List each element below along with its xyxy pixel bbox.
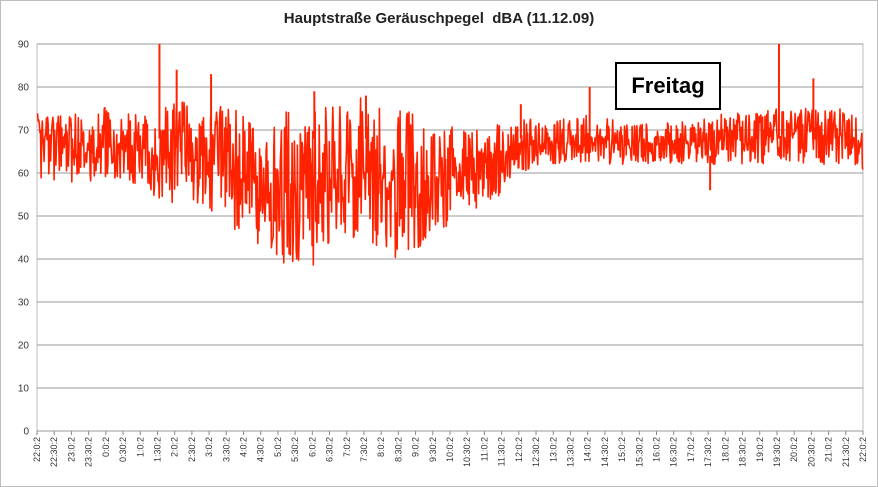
annotation-text: Freitag — [631, 73, 705, 98]
x-tick-label: 15:0:2 — [617, 437, 627, 462]
x-tick-label: 10:30:2 — [462, 437, 472, 467]
x-tick-label: 13:0:2 — [548, 437, 558, 462]
y-tick-label: 90 — [18, 40, 30, 51]
x-tick-label: 0:30:2 — [118, 437, 128, 462]
x-tick-label: 23:0:2 — [66, 437, 76, 462]
x-tick-label: 8:30:2 — [393, 437, 403, 462]
y-tick-label: 80 — [18, 83, 30, 94]
x-tick-label: 5:0:2 — [273, 437, 283, 457]
x-tick-label: 9:0:2 — [411, 437, 421, 457]
x-tick-label: 23:30:2 — [84, 437, 94, 467]
y-tick-label: 50 — [18, 212, 30, 223]
x-tick-label: 17:0:2 — [686, 437, 696, 462]
y-tick-label: 70 — [18, 126, 30, 137]
x-tick-label: 2:0:2 — [170, 437, 180, 457]
y-tick-label: 10 — [18, 384, 30, 395]
chart-title: Hauptstraße Geräuschpegel dBA (11.12.09) — [283, 10, 595, 27]
x-tick-label: 15:30:2 — [634, 437, 644, 467]
x-tick-label: 8:0:2 — [376, 437, 386, 457]
x-tick-label: 14:30:2 — [600, 437, 610, 467]
x-tick-label: 6:0:2 — [307, 437, 317, 457]
x-tick-label: 20:30:2 — [806, 437, 816, 467]
x-tick-label: 2:30:2 — [187, 437, 197, 462]
x-tick-label: 17:30:2 — [703, 437, 713, 467]
x-tick-label: 18:0:2 — [720, 437, 730, 462]
x-tick-label: 22:30:2 — [49, 437, 59, 467]
x-tick-label: 12:30:2 — [531, 437, 541, 467]
x-tick-label: 3:0:2 — [204, 437, 214, 457]
x-tick-label: 6:30:2 — [325, 437, 335, 462]
x-tick-label: 0:0:2 — [101, 437, 111, 457]
x-tick-label: 7:30:2 — [359, 437, 369, 462]
y-tick-label: 20 — [18, 341, 30, 352]
x-tick-label: 21:30:2 — [841, 437, 851, 467]
x-tick-label: 14:0:2 — [583, 437, 593, 462]
x-tick-label: 20:0:2 — [789, 437, 799, 462]
x-tick-label: 11:0:2 — [479, 437, 489, 461]
x-tick-label: 21:0:2 — [824, 437, 834, 462]
x-tick-label: 12:0:2 — [514, 437, 524, 462]
x-tick-label: 3:30:2 — [221, 437, 231, 462]
x-tick-label: 10:0:2 — [445, 437, 455, 462]
y-tick-label: 40 — [18, 255, 30, 266]
x-tick-label: 5:30:2 — [290, 437, 300, 462]
x-tick-label: 16:30:2 — [669, 437, 679, 467]
x-tick-label: 19:0:2 — [755, 437, 765, 462]
x-tick-label: 13:30:2 — [565, 437, 575, 467]
x-tick-label: 11:30:2 — [497, 437, 507, 466]
x-tick-label: 22:0:2 — [858, 437, 868, 462]
x-tick-label: 9:30:2 — [428, 437, 438, 462]
x-tick-label: 4:0:2 — [239, 437, 249, 457]
y-tick-label: 60 — [18, 169, 30, 180]
x-tick-label: 18:30:2 — [738, 437, 748, 467]
x-tick-label: 19:30:2 — [772, 437, 782, 467]
y-tick-label: 0 — [23, 427, 29, 438]
x-tick-label: 7:0:2 — [342, 437, 352, 457]
x-tick-label: 1:0:2 — [135, 437, 145, 457]
x-tick-label: 4:30:2 — [256, 437, 266, 462]
x-tick-label: 1:30:2 — [152, 437, 162, 462]
freitag-annotation: Freitag — [615, 62, 721, 110]
x-tick-label: 16:0:2 — [652, 437, 662, 462]
y-tick-label: 30 — [18, 298, 30, 309]
plot-area — [36, 43, 864, 432]
x-tick-label: 22:0:2 — [32, 437, 42, 462]
series-line — [36, 97, 864, 266]
